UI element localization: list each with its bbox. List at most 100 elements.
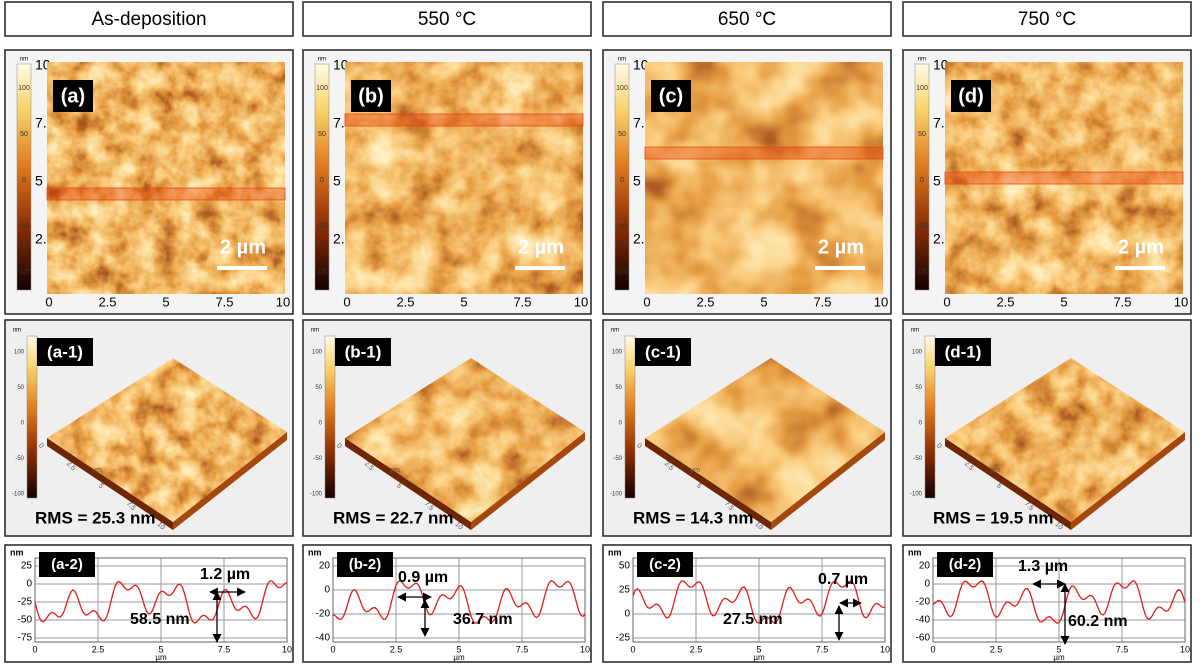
scan-line: [944, 171, 1184, 185]
profile-trace: [34, 580, 288, 624]
colorbar-tick: 100: [612, 350, 623, 356]
y-tick: -75: [18, 633, 33, 644]
colorbar-tick: -100: [315, 269, 329, 276]
colorbar-tick: -50: [613, 456, 622, 462]
y-unit: nm: [908, 547, 922, 557]
plot-frame: [932, 557, 1186, 643]
panel-label: (a-1): [47, 342, 83, 361]
x-tick: 7.5: [813, 294, 831, 309]
x-tick: 0: [643, 294, 650, 309]
plot-frame: [632, 557, 886, 643]
y-tick: -60: [916, 633, 931, 644]
colorbar-tick: 0: [22, 177, 26, 184]
colorbar-tick: 50: [20, 131, 28, 138]
colorbar-unit: nm: [311, 328, 319, 334]
height-tick: 10: [333, 57, 349, 73]
colorbar-unit: nm: [611, 328, 619, 334]
axis-tick: 0: [635, 442, 643, 450]
surface-side: [1071, 432, 1185, 530]
x-tick: 2.5: [990, 644, 1003, 654]
colorbar-unit: nm: [318, 57, 326, 63]
depth-note: 27.5 nm: [723, 611, 783, 628]
panel-label: (c-2): [649, 556, 681, 573]
x-tick: 5: [456, 644, 461, 654]
axis-unit: µm: [690, 467, 700, 474]
x-tick: 0: [32, 644, 37, 654]
x-tick: 10: [574, 294, 588, 309]
axis-tick: 10: [754, 521, 765, 532]
rms-label: RMS = 25.3 nm: [35, 508, 155, 527]
x-tick: 0: [330, 644, 335, 654]
scale-bar-label: 2 µm: [818, 236, 864, 258]
y-tick: -40: [916, 615, 931, 626]
rms-label: RMS = 14.3 nm: [633, 508, 753, 527]
axis-tick: 7.5: [1023, 500, 1035, 512]
x-tick: 5: [760, 294, 767, 309]
x-tick: 5: [460, 294, 467, 309]
profile-trace: [632, 580, 886, 624]
y-tick: -50: [18, 615, 33, 626]
scale-bar-label: 2 µm: [1118, 236, 1164, 258]
panel-label: (b): [358, 85, 384, 107]
label-box: [335, 338, 391, 366]
width-note: 0.9 µm: [398, 569, 448, 586]
surface-side: [345, 438, 471, 530]
colorbar-tick: 100: [916, 85, 928, 92]
x-tick: 10: [880, 644, 890, 654]
colorbar-tick: 0: [319, 421, 323, 427]
plot-frame: [332, 557, 586, 643]
y-unit: nm: [10, 547, 24, 557]
colorbar-tick: -50: [917, 223, 927, 230]
column-header: 650 °C: [718, 9, 776, 30]
axis-tick: 0: [37, 442, 45, 450]
panel-label: (d): [958, 85, 984, 107]
scan-line: [344, 113, 584, 127]
surface-side: [173, 432, 287, 530]
colorbar-tick: -50: [15, 456, 24, 462]
colorbar: [924, 335, 936, 499]
depth-note: 36.7 nm: [453, 611, 513, 628]
colorbar-tick: 50: [915, 385, 922, 391]
axis-tick: 10: [1054, 521, 1065, 532]
colorbar-tick: -100: [915, 269, 929, 276]
colorbar-tick: -100: [17, 269, 31, 276]
colorbar-tick: -100: [610, 492, 623, 498]
surface-side: [945, 438, 1071, 530]
colorbar-tick: 100: [912, 350, 923, 356]
axis-tick: 0: [935, 442, 943, 450]
colorbar: [914, 63, 930, 291]
panel-label: (a-2): [51, 556, 83, 573]
plot-frame: [34, 557, 288, 643]
height-tick: 5: [933, 173, 941, 189]
depth-note: 60.2 nm: [1068, 613, 1128, 630]
axis-tick: 7.5: [423, 500, 435, 512]
label-box: [651, 80, 691, 112]
panel-label: (d-2): [949, 556, 982, 573]
colorbar-tick: -50: [317, 223, 327, 230]
height-tick: 5: [333, 173, 341, 189]
axis-tick: 2.5: [663, 460, 675, 472]
y-tick: 0: [924, 579, 930, 590]
x-tick: 2.5: [696, 294, 714, 309]
colorbar-tick: -100: [615, 269, 629, 276]
depth-note: 58.5 nm: [130, 611, 190, 628]
axis-tick: 5: [695, 482, 703, 490]
colorbar: [26, 335, 38, 499]
axis-unit: µm: [390, 467, 400, 474]
axis-tick: 5: [995, 482, 1003, 490]
x-tick: 2.5: [690, 644, 703, 654]
colorbar-tick: -50: [313, 456, 322, 462]
x-tick: 7.5: [1116, 644, 1129, 654]
column-header: 750 °C: [1018, 9, 1076, 30]
header-box: [602, 1, 892, 37]
colorbar: [324, 335, 336, 499]
rms-label: RMS = 19.5 nm: [933, 508, 1053, 527]
y-tick: -25: [616, 633, 631, 644]
x-tick: 5: [162, 294, 169, 309]
scan-line: [46, 187, 286, 201]
label-box: [635, 338, 691, 366]
colorbar-tick: -100: [910, 492, 923, 498]
height-tick: 10: [933, 57, 949, 73]
